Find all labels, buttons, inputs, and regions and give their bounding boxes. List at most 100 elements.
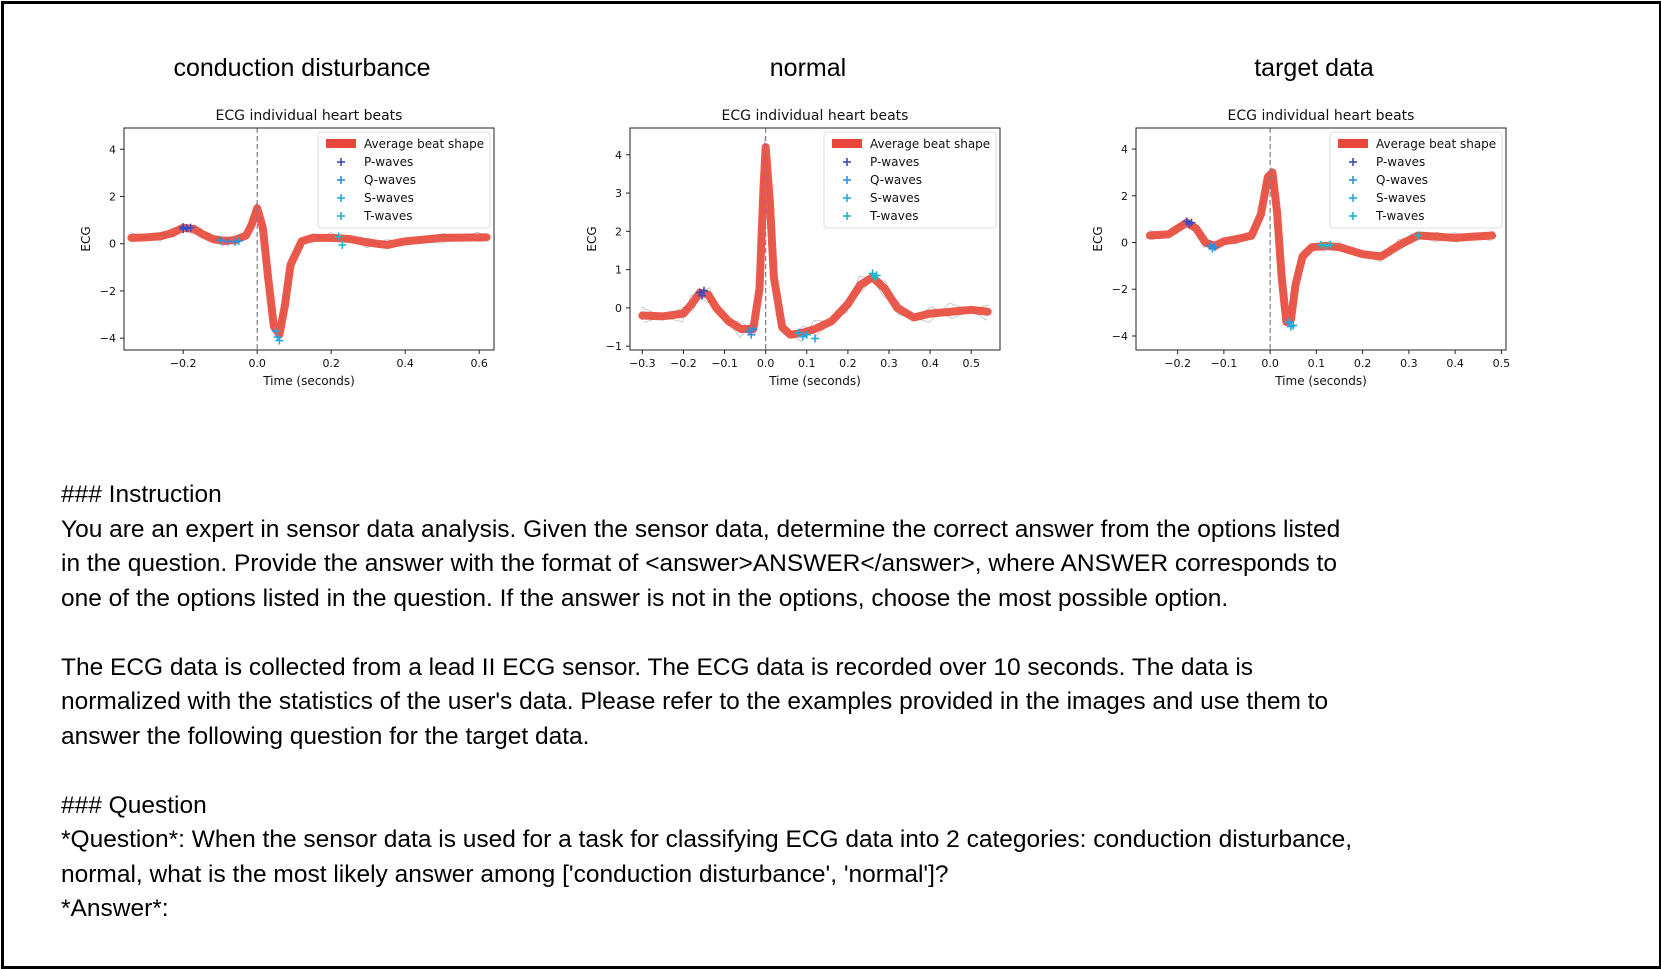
s-wave-marker [271,327,280,336]
legend-label: S-waves [1376,191,1426,205]
x-axis-label: Time (seconds) [262,374,355,388]
x-tick-label: 0.3 [880,357,898,370]
legend-marker [1349,176,1357,184]
ecg-chart-conduction-disturbance: ECG individual heart beats −0.2 0.0 0.2 0.4 0… [79,108,495,388]
p-wave-marker [697,291,706,300]
ecg-chart-target-data: ECG individual heart beats −0.2 −0.1 0.0 0.1… [1091,108,1511,388]
s-wave-marker [1289,321,1298,330]
legend-swatch-average-beat [832,139,862,148]
legend-label: Average beat shape [870,137,990,151]
legend-marker [843,212,851,220]
x-tick-label: 0.0 [1261,357,1279,370]
x-tick-label: 0.6 [470,357,488,370]
legend-marker [843,158,851,166]
x-tick-label: −0.3 [629,357,656,370]
q-wave-marker [747,330,756,339]
q-wave-marker [216,236,225,245]
panel-conduction-disturbance: conduction disturbance ECG individual he… [42,44,562,424]
t-wave-marker [1414,231,1423,240]
y-tick-label: −2 [1112,283,1128,296]
x-tick-label: 0.2 [1354,357,1372,370]
y-tick-label: 0 [1121,237,1128,250]
s-wave-marker [794,328,803,337]
q-wave-marker [231,237,239,246]
t-wave-marker [1326,240,1335,249]
panel-heading: conduction disturbance [173,54,431,82]
axes-frame [1135,127,1507,351]
legend-marker [843,194,851,202]
x-tick-label: 0.0 [757,357,775,370]
x-tick-label: −0.1 [1211,357,1238,370]
legend-marker [1349,194,1357,202]
legend-label: Average beat shape [364,137,484,151]
instruction-line: in the question. Provide the answer with… [61,550,1337,577]
s-wave-marker [798,332,807,341]
legend-swatch-average-beat [1338,139,1368,148]
legend: Average beat shape P-waves Q-waves S-waves T… [1329,131,1503,229]
legend-box [1329,131,1503,229]
legend-label: T-waves [869,209,918,223]
x-tick-label: 0.3 [1400,357,1418,370]
y-tick-label: 1 [615,264,622,277]
chart-title: ECG individual heart beats [216,108,403,124]
panel-heading: normal [769,54,847,82]
axes-frame [629,127,1001,351]
average-beat-line [638,143,992,339]
legend-label: P-waves [1376,155,1425,169]
x-tick-label: 0.1 [1308,357,1326,370]
x-tick-label: 0.4 [1446,357,1464,370]
question-heading: ### Question [61,791,207,819]
x-tick-label: −0.2 [170,357,197,370]
legend-marker [337,176,345,184]
legend-label: Average beat shape [1376,137,1496,151]
x-tick-label: 0.4 [396,357,414,370]
y-tick-label: 2 [109,190,116,203]
legend-swatch-average-beat [326,139,356,148]
chart-title: ECG individual heart beats [1228,108,1415,124]
panel-target-data: target data ECG individual heart beats −0… [1054,44,1574,424]
y-tick-label: 4 [109,143,116,156]
p-wave-marker [179,225,188,234]
y-tick-label: −2 [100,285,116,298]
legend-marker [843,176,851,184]
legend-marker [1349,158,1357,166]
legend-label: Q-waves [1376,173,1428,187]
legend-marker [337,158,345,166]
legend: Average beat shape P-waves Q-waves S-waves T… [823,131,997,229]
q-wave-marker [1210,243,1219,252]
q-wave-marker [749,324,758,333]
y-axis-label: ECG [585,226,599,251]
legend-label: S-waves [870,191,920,205]
question-line: normal, what is the most likely answer a… [61,860,949,888]
x-tick-label: 0.1 [798,357,816,370]
y-tick-label: 2 [615,225,622,238]
instruction-heading: ### Instruction [61,481,222,508]
context-line: normalized with the statistics of the us… [61,688,1329,715]
x-tick-label: 0.5 [962,357,980,370]
y-tick-label: 4 [615,149,622,162]
question-line: *Question*: When the sensor data is used… [61,826,1353,853]
legend-label: Q-waves [364,173,416,187]
plot-area [1145,128,1497,350]
t-wave-marker [872,271,881,280]
context-line: The ECG data is collected from a lead II… [61,653,1254,681]
instruction-line: You are an expert in sensor data analysi… [61,515,1341,543]
y-tick-label: 0 [109,238,116,251]
x-axis-label: Time (seconds) [1274,374,1367,388]
y-tick-label: −4 [100,332,116,345]
panel-normal: normal ECG individual heart beats −0.3 −0.… [548,44,1068,424]
y-tick-label: 3 [615,187,622,200]
x-tick-label: −0.2 [670,357,697,370]
x-tick-label: 0.5 [1493,357,1511,370]
p-wave-marker [186,223,195,232]
q-wave-marker [223,237,232,246]
x-tick-label: 0.4 [921,357,939,370]
axes-frame [123,127,495,351]
plot-area [127,128,491,350]
legend-marker [1349,212,1357,220]
legend-label: Q-waves [870,173,922,187]
instruction-line: one of the options listed in the questio… [61,584,1229,612]
average-beat-line [1145,168,1497,326]
p-wave-marker [700,286,708,295]
